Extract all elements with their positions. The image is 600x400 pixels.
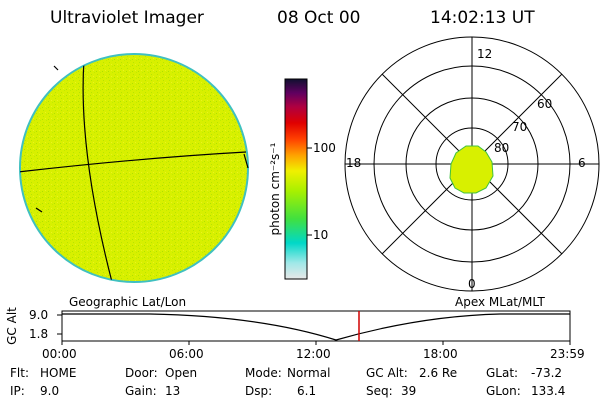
dsp-label: Dsp: (245, 384, 273, 398)
mlt-label-0: 0 (468, 277, 476, 291)
mlt-label-12: 12 (477, 47, 493, 61)
instrument-title: Ultraviolet Imager (50, 8, 204, 28)
date-label: 08 Oct 00 (277, 8, 361, 28)
meridian-line (82, 59, 113, 282)
glon-label: GLon: (486, 384, 521, 398)
parallel-line (20, 151, 247, 173)
colorbar (284, 78, 312, 280)
time-label: 14:02:13 UT (430, 8, 535, 28)
flt-label: Flt: (10, 366, 29, 380)
altitude-tick-1-8: 1.8 (29, 327, 49, 341)
flt-value: HOME (40, 366, 77, 380)
mlt-label-6: 6 (578, 156, 586, 170)
gcalt-value: 2.6 Re (419, 366, 458, 380)
gain-label: Gain: (125, 384, 157, 398)
mode-value: Normal (287, 366, 331, 380)
geo-caption: Geographic Lat/Lon (69, 295, 187, 309)
polar-plot (344, 36, 600, 292)
lat-label-80: 80 (494, 141, 510, 155)
door-label: Door: (125, 366, 158, 380)
time-tick-0000: 00:00 (42, 347, 77, 361)
ip-value: 9.0 (40, 384, 60, 398)
time-tick-1800: 18:00 (423, 347, 458, 361)
time-tick-1200: 12:00 (296, 347, 331, 361)
glat-value: -73.2 (531, 366, 563, 380)
apex-caption: Apex MLat/MLT (455, 295, 545, 309)
altitude-tick-9: 9.0 (29, 308, 49, 322)
seq-value: 39 (401, 384, 417, 398)
lat-label-60: 60 (537, 97, 553, 111)
altitude-axis-label: GC Alt (5, 307, 19, 345)
glat-label: GLat: (486, 366, 519, 380)
mlt-label-18: 18 (346, 156, 362, 170)
gain-value: 13 (165, 384, 181, 398)
colorbar-tick-100: 100 (313, 141, 336, 155)
altitude-plot (57, 310, 571, 345)
dsp-value: 6.1 (297, 384, 317, 398)
seq-label: Seq: (366, 384, 393, 398)
gcalt-label: GC Alt: (366, 366, 408, 380)
time-tick-2359: 23:59 (550, 347, 585, 361)
door-value: Open (165, 366, 198, 380)
colorbar-unit-label: photon cm⁻²s⁻¹ (268, 142, 282, 236)
colorbar-tick-10: 10 (313, 228, 329, 242)
mode-label: Mode: (245, 366, 282, 380)
altitude-curve (62, 313, 570, 341)
auroral-oval (449, 145, 494, 194)
earth-disk (19, 53, 249, 283)
ip-label: IP: (10, 384, 25, 398)
time-tick-0600: 06:00 (169, 347, 204, 361)
glon-value: 133.4 (531, 384, 566, 398)
lat-label-70: 70 (512, 120, 528, 134)
